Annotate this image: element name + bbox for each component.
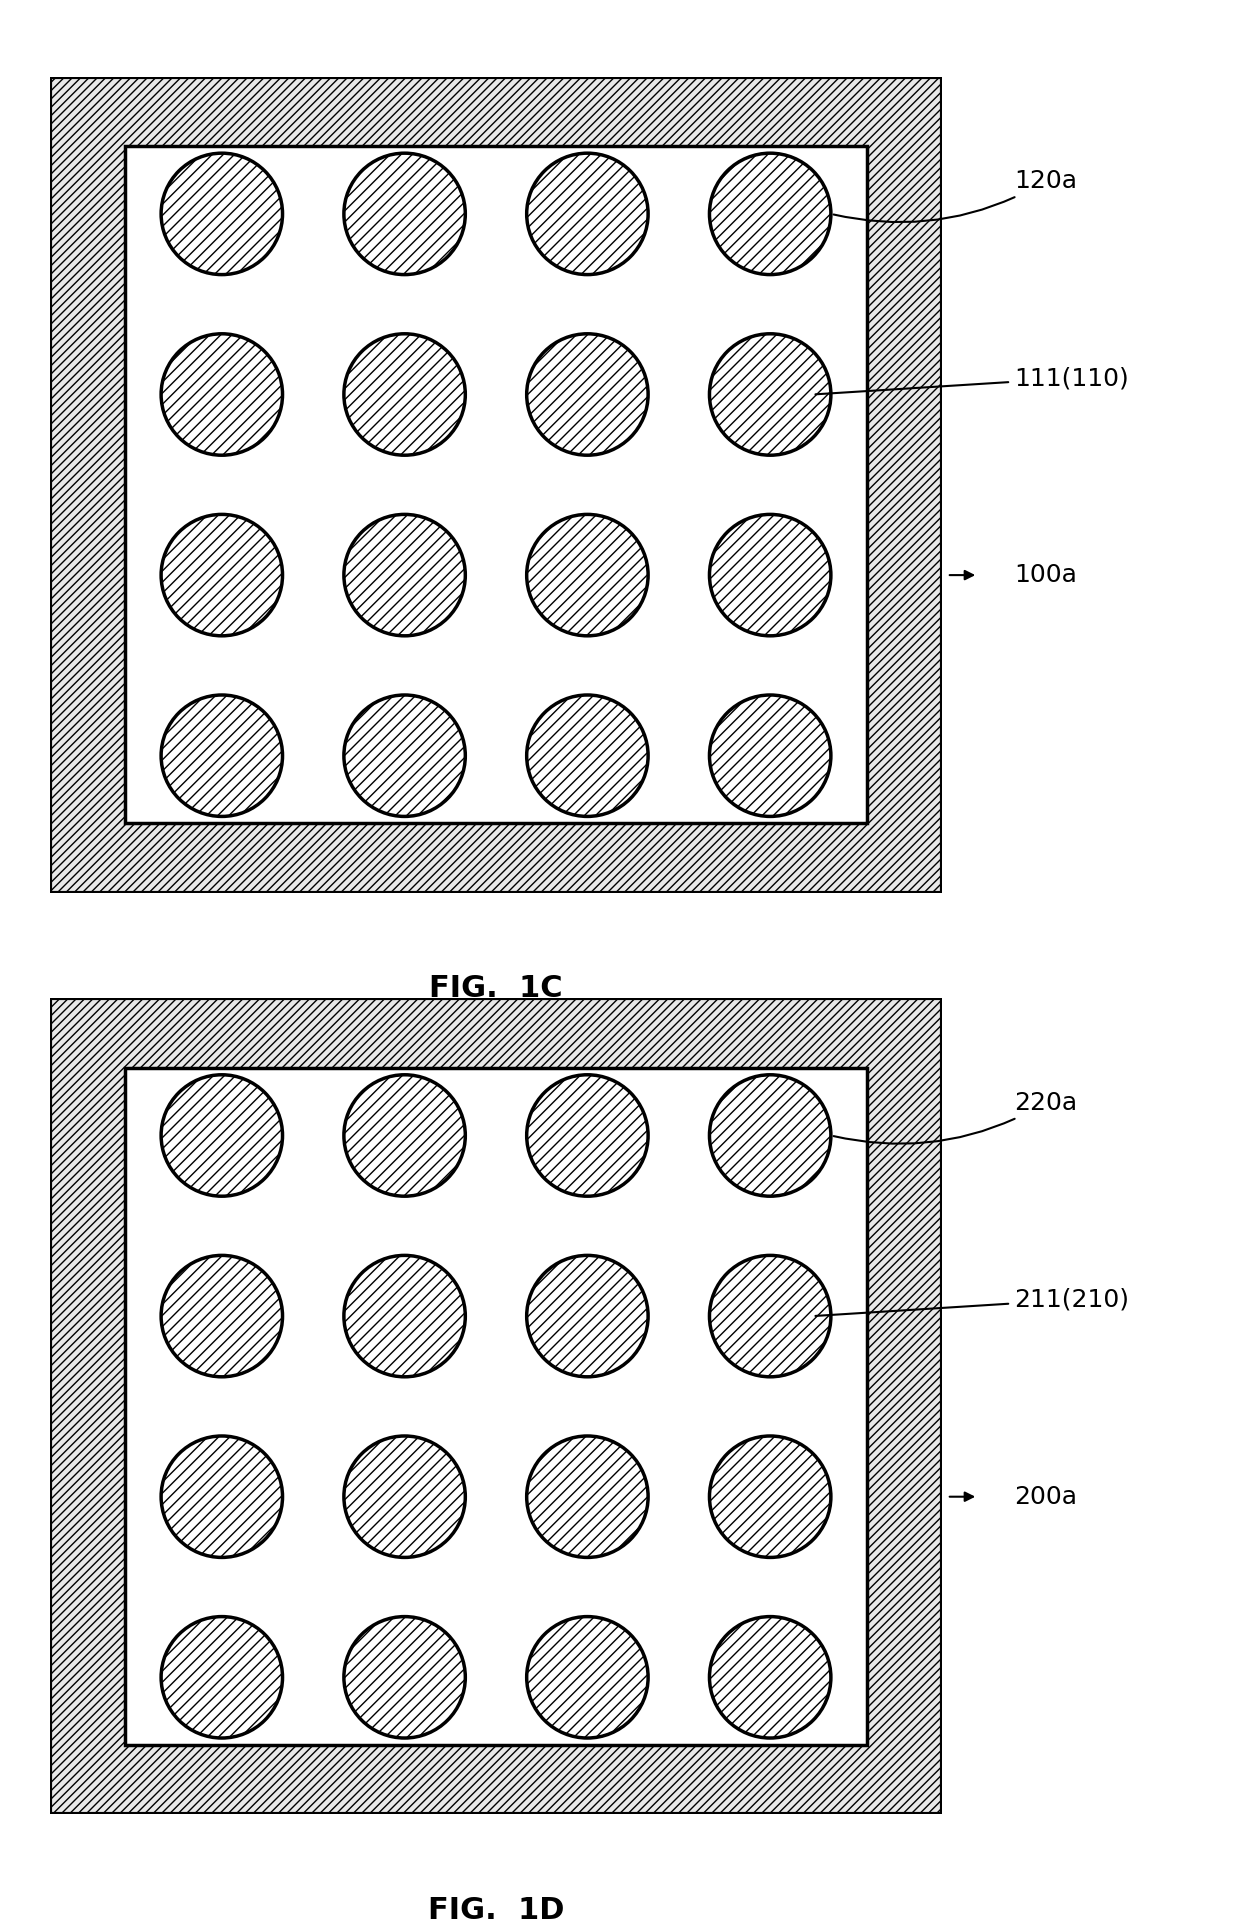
Ellipse shape [161, 334, 283, 455]
Ellipse shape [527, 515, 649, 636]
Ellipse shape [709, 334, 831, 455]
Ellipse shape [709, 515, 831, 636]
Ellipse shape [161, 695, 283, 816]
Bar [125, 146, 867, 824]
Text: 200a: 200a [1014, 1484, 1076, 1509]
Ellipse shape [709, 154, 831, 275]
Ellipse shape [343, 695, 465, 816]
Ellipse shape [709, 695, 831, 816]
Ellipse shape [343, 515, 465, 636]
Text: FIG.  1D: FIG. 1D [428, 1897, 564, 1920]
Ellipse shape [709, 1256, 831, 1377]
Ellipse shape [343, 1436, 465, 1557]
Ellipse shape [161, 1075, 283, 1196]
Text: 120a: 120a [833, 169, 1076, 223]
Ellipse shape [343, 1256, 465, 1377]
Text: 211(210): 211(210) [816, 1288, 1128, 1315]
Ellipse shape [709, 1617, 831, 1738]
Ellipse shape [527, 1256, 649, 1377]
Ellipse shape [709, 1436, 831, 1557]
Ellipse shape [527, 1617, 649, 1738]
Ellipse shape [709, 1075, 831, 1196]
Text: 111(110): 111(110) [816, 367, 1128, 394]
Ellipse shape [527, 695, 649, 816]
Ellipse shape [343, 154, 465, 275]
Ellipse shape [161, 154, 283, 275]
Text: 100a: 100a [1014, 563, 1076, 588]
Ellipse shape [161, 515, 283, 636]
Ellipse shape [343, 1617, 465, 1738]
Ellipse shape [527, 1436, 649, 1557]
Text: FIG.  1C: FIG. 1C [429, 975, 563, 1004]
Ellipse shape [161, 1256, 283, 1377]
Ellipse shape [343, 334, 465, 455]
Ellipse shape [527, 154, 649, 275]
Text: 220a: 220a [833, 1091, 1078, 1144]
Ellipse shape [161, 1617, 283, 1738]
Ellipse shape [161, 1436, 283, 1557]
Ellipse shape [343, 1075, 465, 1196]
Ellipse shape [527, 1075, 649, 1196]
Ellipse shape [527, 334, 649, 455]
Bar [125, 1068, 867, 1745]
